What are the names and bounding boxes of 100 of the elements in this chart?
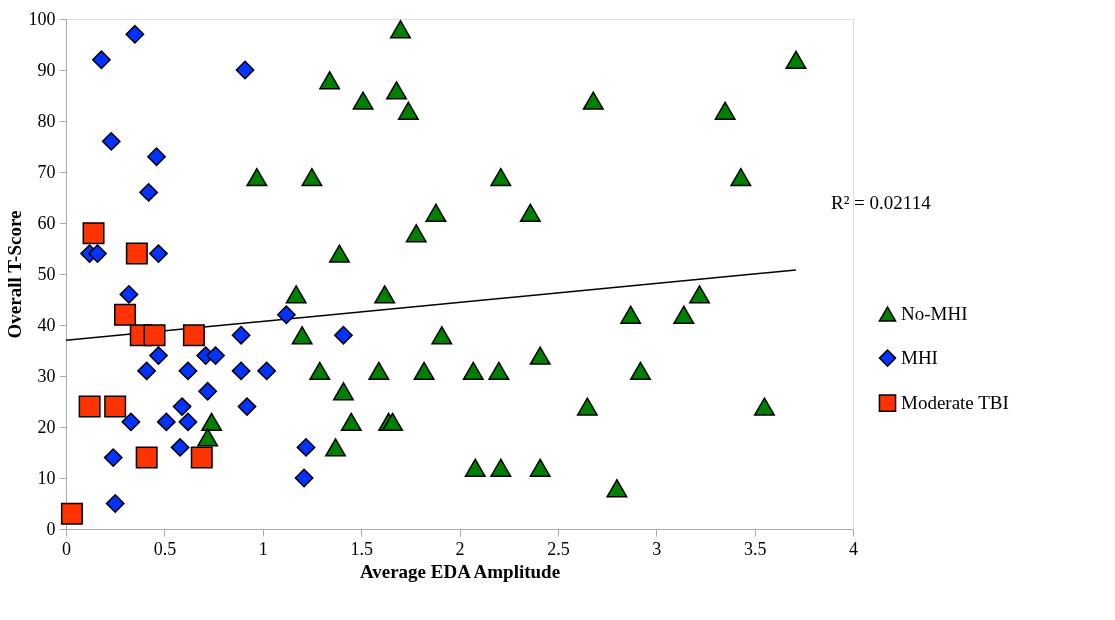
point xyxy=(462,361,484,381)
y-tick-label: 20 xyxy=(37,416,56,437)
x-tick-label: 4 xyxy=(849,538,858,559)
point xyxy=(104,395,127,418)
point xyxy=(78,395,101,418)
point xyxy=(285,285,307,304)
y-axis-title: Overall T-Score xyxy=(3,210,25,339)
point xyxy=(301,167,323,187)
point xyxy=(246,167,268,187)
point xyxy=(405,224,427,243)
point xyxy=(714,101,736,120)
point xyxy=(82,222,105,245)
point xyxy=(389,20,411,39)
x-tick-label: 0.5 xyxy=(153,538,177,559)
point xyxy=(464,458,486,477)
point xyxy=(374,285,396,304)
annotation: R² = 0.02114 xyxy=(831,191,932,213)
point xyxy=(425,203,447,222)
x-tick-label: 1.5 xyxy=(350,538,373,559)
point xyxy=(368,361,390,381)
point xyxy=(291,326,313,345)
point xyxy=(125,24,145,44)
point xyxy=(88,244,107,264)
point xyxy=(119,284,139,304)
point xyxy=(276,305,296,325)
point xyxy=(137,361,157,381)
point xyxy=(139,182,159,202)
point xyxy=(198,381,218,401)
y-tick-label: 10 xyxy=(37,467,56,488)
point xyxy=(237,397,257,417)
y-tick-label: 50 xyxy=(37,263,56,284)
point xyxy=(529,346,551,365)
point xyxy=(689,285,711,304)
point xyxy=(488,361,510,381)
x-tick-label: 2.5 xyxy=(547,538,570,559)
legend-label: MHI xyxy=(901,347,938,369)
point xyxy=(386,81,408,100)
point xyxy=(785,50,807,69)
point xyxy=(673,305,695,324)
point xyxy=(190,446,213,469)
point xyxy=(101,131,121,151)
y-tick-label: 80 xyxy=(37,110,56,131)
point xyxy=(201,412,223,432)
point xyxy=(92,50,111,70)
point xyxy=(149,346,168,366)
point xyxy=(529,458,551,477)
point xyxy=(606,479,628,498)
x-axis-title: Average EDA Amplitude xyxy=(359,560,561,582)
point xyxy=(149,244,168,264)
x-tick-label: 3 xyxy=(652,538,662,559)
point xyxy=(332,382,354,401)
point xyxy=(170,437,190,457)
point xyxy=(125,242,148,265)
point xyxy=(121,412,141,432)
point xyxy=(296,437,316,457)
y-tick-label: 30 xyxy=(37,365,56,386)
point xyxy=(206,346,225,366)
point xyxy=(135,446,158,469)
y-tick-label: 90 xyxy=(37,59,56,80)
point xyxy=(257,361,277,381)
point xyxy=(178,412,198,432)
legend-label: Moderate TBI xyxy=(901,392,1009,414)
point xyxy=(413,361,435,381)
point xyxy=(753,397,775,416)
y-tick-label: 0 xyxy=(46,518,56,539)
point xyxy=(490,167,512,187)
point xyxy=(319,71,341,90)
y-tick-label: 70 xyxy=(37,161,56,182)
point xyxy=(143,324,166,347)
x-tick-label: 2 xyxy=(455,538,465,559)
point xyxy=(352,91,374,110)
point xyxy=(235,60,255,80)
y-tick-label: 40 xyxy=(37,314,56,335)
point xyxy=(620,305,642,324)
point xyxy=(490,458,512,477)
point xyxy=(231,325,251,345)
point xyxy=(294,468,314,488)
point xyxy=(340,412,362,432)
point xyxy=(60,502,83,525)
point xyxy=(576,397,598,416)
y-tick-label: 100 xyxy=(28,8,56,29)
point xyxy=(147,147,166,167)
point xyxy=(197,428,219,447)
point xyxy=(114,303,137,326)
point xyxy=(519,203,541,222)
point xyxy=(309,361,331,381)
point xyxy=(431,326,453,345)
point xyxy=(172,397,192,417)
point xyxy=(397,101,419,120)
point xyxy=(178,361,198,381)
point xyxy=(582,91,604,110)
point xyxy=(105,494,125,513)
point xyxy=(328,244,350,263)
point xyxy=(156,412,176,432)
point xyxy=(182,324,205,347)
point xyxy=(334,325,353,345)
point xyxy=(630,361,652,381)
y-tick-label: 60 xyxy=(37,212,56,233)
point xyxy=(730,167,752,187)
x-tick-label: 3.5 xyxy=(743,538,767,559)
